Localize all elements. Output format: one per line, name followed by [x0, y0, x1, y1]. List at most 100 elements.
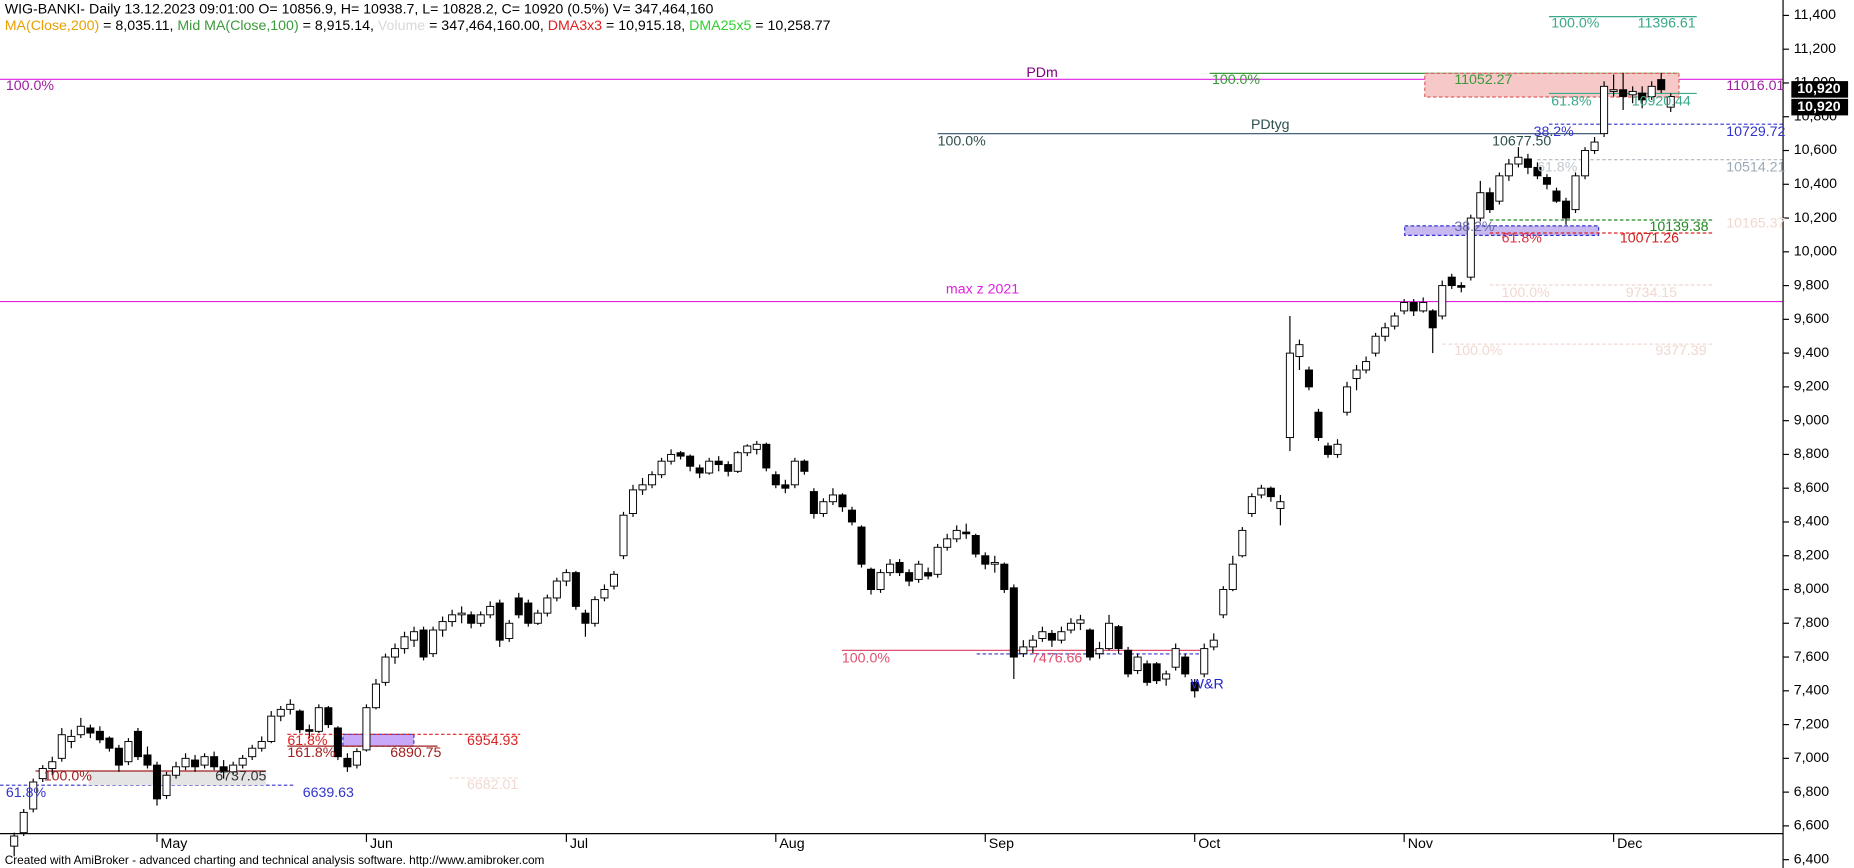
indicator-name: Mid MA(Close,100) [177, 18, 298, 34]
candle-body [952, 529, 961, 540]
candle-body [333, 727, 342, 758]
y-tick-label: 10,400 [1794, 176, 1837, 192]
candle-body [1143, 663, 1152, 683]
candle-body [1000, 563, 1009, 590]
candle-body [1438, 285, 1447, 317]
candle-body [714, 460, 723, 466]
footer: Created with AmiBroker - advanced charti… [5, 853, 545, 867]
candle-body [676, 452, 685, 457]
candle-body [600, 589, 609, 599]
candle-body [1476, 192, 1485, 219]
annotation: 10071.26 [1620, 231, 1679, 247]
annotation: 11396.61 [1638, 15, 1696, 31]
candle-body [1428, 310, 1437, 329]
candle-body [1561, 200, 1571, 219]
candle-body [400, 636, 409, 650]
candle-body [305, 729, 314, 732]
indicator-name: MA(Close,200) [5, 18, 100, 34]
candle-body [667, 453, 676, 462]
annotation: 61.8% [1537, 160, 1578, 176]
candle-body [914, 563, 923, 580]
candle-body [838, 494, 847, 508]
candle-body [1257, 487, 1266, 496]
candle-body [410, 631, 419, 641]
candle-body [981, 555, 990, 565]
candle-body [172, 766, 181, 776]
candle-body [533, 612, 542, 624]
candle-body [1085, 629, 1095, 658]
annotation: 61.8% [1551, 93, 1592, 109]
candle-body [1066, 622, 1075, 631]
candle-body [95, 730, 104, 741]
indicator-value: = 10,258.77 [751, 18, 830, 34]
annotation: 6954.93 [467, 733, 518, 749]
candle-body [1304, 369, 1313, 388]
candle-body [1352, 369, 1361, 379]
annotation: max z 2021 [946, 281, 1019, 297]
candle-body [248, 747, 257, 758]
candle-body [1590, 141, 1599, 151]
indicator-value: = 8,915.14, [299, 18, 378, 34]
candle-body [1552, 190, 1561, 202]
candle-body [809, 491, 818, 515]
annotation: 7476.66 [1031, 650, 1082, 666]
candle-body [1571, 175, 1580, 211]
indicator-value: = 347,464,160.00, [425, 18, 548, 34]
candle-body [124, 740, 133, 763]
annotation: 6737.05 [215, 769, 266, 785]
candle-body [1466, 217, 1475, 278]
candle-body [1400, 301, 1409, 312]
candle-body [866, 568, 876, 590]
candle-body [152, 764, 162, 800]
candle-body [571, 572, 580, 607]
y-tick-label: 11,200 [1794, 41, 1836, 57]
indicator-value: = 8,035.11, [99, 18, 177, 34]
candle-body [67, 735, 76, 742]
candle-body [390, 648, 400, 658]
candle-body [200, 756, 209, 766]
candle-body [971, 535, 980, 555]
candle-body [590, 599, 599, 624]
annotation: 6890.75 [390, 745, 441, 761]
candle-body [648, 474, 657, 486]
y-tick-label: 11,400 [1794, 7, 1836, 23]
y-tick-label: 9,200 [1794, 379, 1830, 395]
candle-body [1295, 344, 1304, 357]
candle-body [790, 460, 799, 486]
candle-body [1504, 163, 1513, 177]
candle-body [105, 737, 114, 749]
y-tick-label: 9,400 [1794, 345, 1830, 361]
price-tag-label: 10,920 [1797, 99, 1840, 115]
y-tick-label: 10,200 [1794, 210, 1837, 226]
candle-body [1238, 529, 1247, 557]
candle-body [1057, 631, 1066, 641]
candle-body [657, 460, 666, 476]
candle-body [628, 489, 638, 515]
candle-body [1047, 632, 1056, 641]
candle-body [1638, 92, 1647, 101]
annotation: 10677.50 [1492, 134, 1551, 150]
candle-body [705, 460, 714, 474]
candle-body [38, 768, 47, 780]
candle-body [1314, 411, 1323, 439]
candle-body [800, 460, 809, 472]
candle-body [1390, 315, 1399, 327]
candle-body [457, 612, 466, 616]
y-tick-label: 7,600 [1794, 649, 1830, 665]
candle-body [990, 562, 999, 565]
candle-body [419, 629, 428, 658]
y-tick-label: 8,600 [1794, 480, 1830, 496]
candle-body [1200, 648, 1209, 675]
annotation: 9734.15 [1626, 285, 1677, 301]
candle-body [1114, 626, 1123, 650]
candle-body [1285, 352, 1294, 439]
candle-body [371, 683, 380, 709]
candle-body [1381, 327, 1390, 337]
candle-body [1152, 663, 1161, 682]
candle-body [1247, 496, 1256, 515]
candle-body [1523, 158, 1532, 168]
candle-body [1514, 156, 1523, 165]
candle-body [1333, 443, 1342, 455]
candle-body [1019, 646, 1028, 655]
